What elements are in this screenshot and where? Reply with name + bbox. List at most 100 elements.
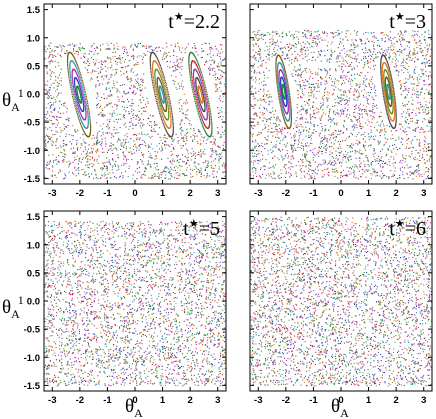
island-point — [74, 89, 77, 91]
sea-point — [217, 66, 219, 68]
sea-point — [214, 144, 216, 146]
sea-point — [430, 98, 432, 100]
sea-point — [79, 47, 81, 49]
island-point — [192, 74, 195, 76]
sea-point — [303, 149, 305, 151]
sea-point — [73, 152, 75, 154]
x-tick-label: 3 — [215, 188, 220, 199]
sea-point — [128, 113, 130, 115]
island-point — [205, 104, 208, 106]
sea-point — [361, 168, 363, 170]
sea-point — [88, 176, 90, 178]
island-point — [194, 92, 196, 94]
sea-point — [50, 94, 52, 96]
sea-point — [61, 48, 63, 50]
island-point — [84, 92, 87, 94]
sea-point — [142, 156, 144, 158]
island-point — [198, 99, 200, 101]
sea-point — [64, 173, 66, 175]
sea-point — [181, 105, 183, 107]
sea-point — [218, 158, 220, 160]
island-point — [152, 71, 154, 74]
sea-point — [424, 146, 426, 148]
sea-point — [80, 161, 82, 163]
sea-point — [342, 70, 344, 72]
sea-point — [329, 117, 331, 119]
sea-point — [121, 95, 123, 97]
island-point — [162, 78, 164, 80]
island-point — [90, 126, 92, 128]
sea-point — [73, 48, 75, 50]
sea-point — [68, 120, 70, 122]
sea-point — [142, 56, 144, 58]
sea-point — [49, 161, 51, 163]
sea-point — [388, 58, 390, 60]
island-point — [170, 122, 172, 124]
island-point — [205, 103, 207, 105]
sea-point — [218, 161, 220, 163]
sea-point — [44, 119, 46, 121]
sea-point — [370, 177, 372, 179]
sea-point — [312, 105, 314, 107]
island-point — [73, 62, 75, 64]
sea-point — [351, 143, 353, 145]
island-point — [203, 100, 205, 102]
sea-point — [120, 142, 122, 144]
sea-point — [45, 149, 47, 151]
island-point — [209, 121, 211, 123]
sea-point — [141, 155, 143, 157]
island-point — [149, 66, 152, 68]
island-point — [209, 123, 211, 125]
sea-point — [359, 83, 361, 85]
sea-point — [409, 77, 411, 79]
sea-point — [145, 47, 147, 49]
island-point — [152, 64, 154, 66]
sea-point — [56, 85, 58, 87]
sea-point — [212, 144, 214, 146]
sea-point — [399, 161, 401, 163]
island-point — [202, 126, 204, 128]
sea-point — [139, 137, 141, 139]
sea-point — [47, 73, 49, 75]
sea-point — [340, 98, 342, 100]
sea-point — [146, 45, 148, 47]
sea-point — [214, 60, 216, 62]
sea-point — [223, 147, 225, 149]
sea-point — [327, 99, 329, 101]
sea-point — [180, 74, 182, 76]
sea-point — [136, 137, 138, 139]
sea-point — [64, 52, 66, 54]
island-point — [78, 82, 80, 85]
sea-point — [222, 116, 224, 118]
sea-point — [285, 136, 287, 138]
island-point — [163, 120, 165, 122]
sea-point — [361, 128, 363, 130]
sea-point — [103, 78, 105, 80]
sea-point — [96, 136, 98, 138]
sea-point — [147, 160, 149, 162]
sea-point — [394, 174, 396, 176]
sea-point — [55, 79, 57, 81]
island-point — [196, 89, 198, 91]
sea-point — [85, 142, 87, 144]
sea-point — [200, 176, 202, 178]
sea-point — [253, 45, 255, 47]
sea-point — [60, 117, 62, 119]
sea-point — [95, 84, 97, 86]
sea-point — [254, 147, 256, 149]
sea-point — [266, 45, 268, 47]
sea-point — [49, 79, 51, 81]
island-point — [198, 75, 200, 77]
island-point — [85, 115, 87, 117]
sea-point — [291, 137, 293, 139]
sea-point — [320, 82, 322, 84]
island-point — [88, 111, 90, 113]
sea-point — [183, 140, 185, 142]
island-point — [162, 111, 164, 113]
sea-point — [132, 58, 134, 60]
sea-point — [284, 135, 286, 137]
island-point — [200, 70, 202, 72]
island-point — [159, 104, 162, 106]
sea-point — [253, 39, 255, 41]
sea-point — [147, 162, 149, 164]
